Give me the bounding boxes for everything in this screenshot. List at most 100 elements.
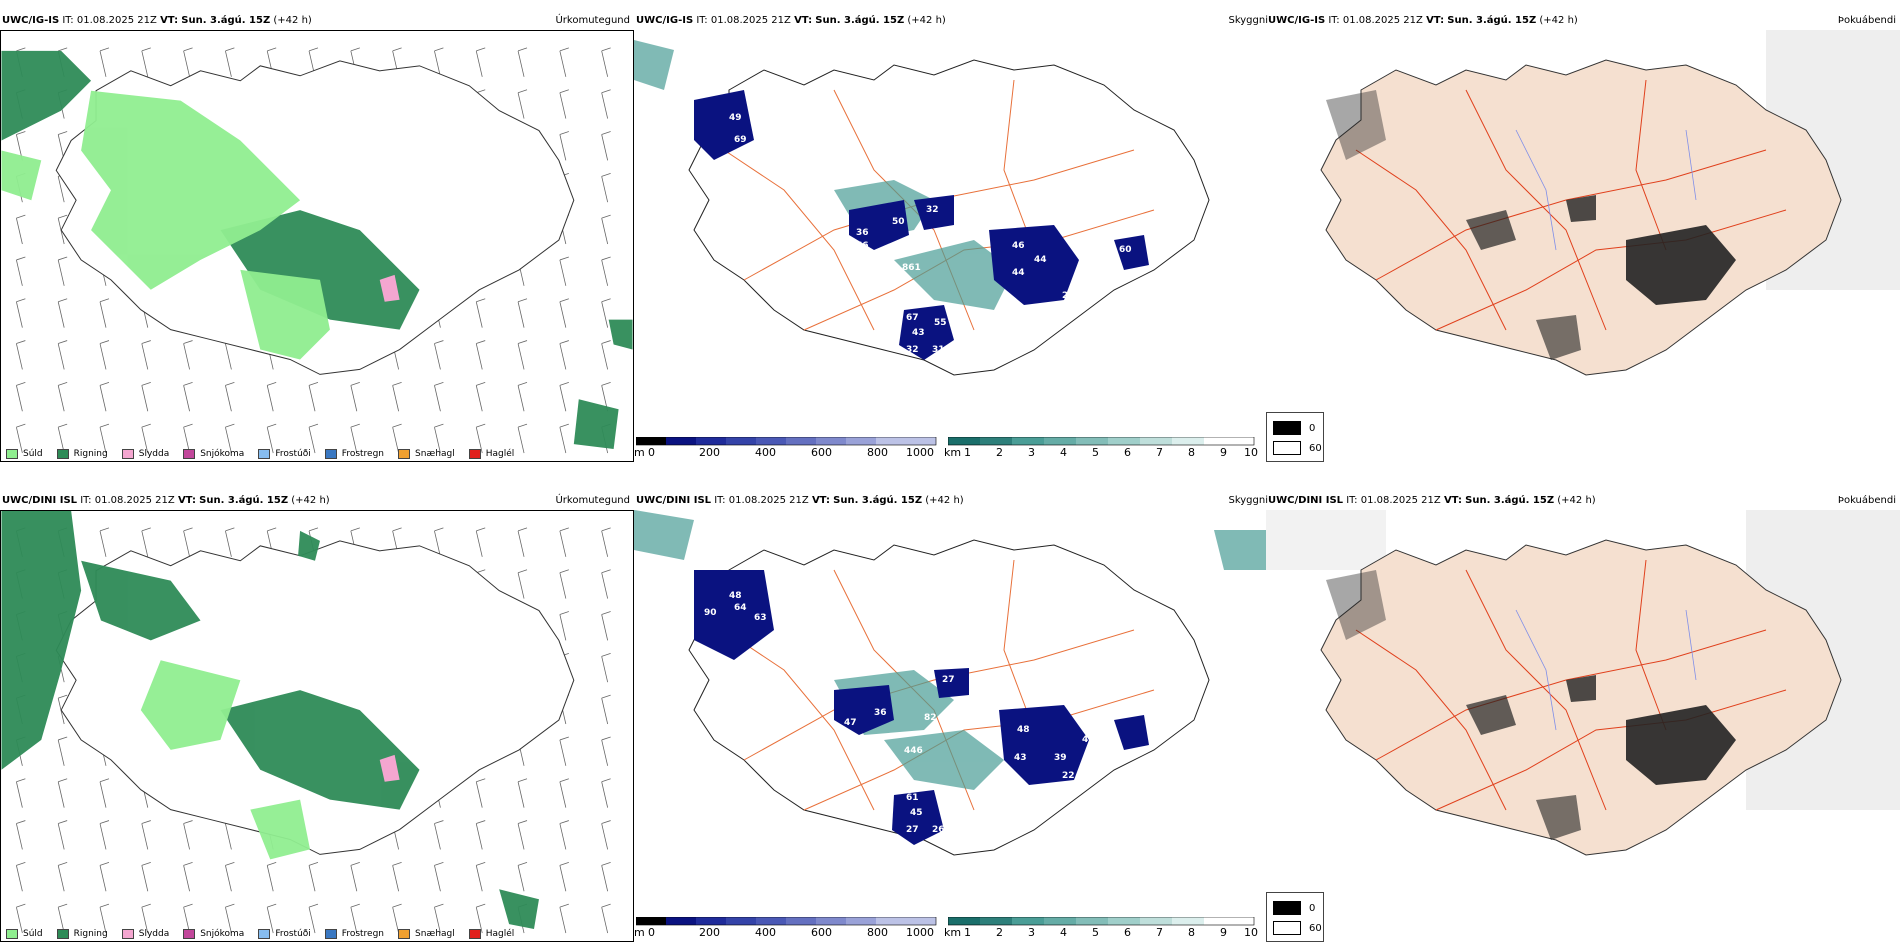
ceiling-visibility-panel-row1: UWC/IG-IS IT: 01.08.2025 21Z VT: Sun. 3.… bbox=[634, 12, 1268, 462]
rain-area bbox=[1, 50, 633, 450]
ceiling-label: 36 bbox=[874, 708, 887, 718]
wind-barb bbox=[601, 131, 611, 161]
visibility-colorbar-swatches bbox=[948, 437, 1255, 446]
wind-barb bbox=[183, 381, 193, 412]
wind-barb bbox=[559, 381, 569, 412]
ceiling-label: 66 bbox=[856, 241, 869, 251]
visibility-colorbar: km 1 2 3 4 5 6 7 8 9 10 bbox=[944, 437, 1266, 459]
visibility-tick: 9 bbox=[1220, 446, 1227, 459]
ceiling-label: 55 bbox=[934, 318, 947, 328]
ceiling-label: 44 bbox=[1012, 268, 1025, 278]
ceiling-label: 90 bbox=[704, 608, 717, 618]
panel-header: UWC/DINI ISL IT: 01.08.2025 21Z VT: Sun.… bbox=[2, 495, 330, 506]
road-network bbox=[1355, 79, 1787, 331]
wind-barb bbox=[601, 214, 611, 245]
wind-barb bbox=[434, 423, 444, 454]
ceiling-tick: 1000 bbox=[906, 926, 934, 939]
ceiling-tick: 1000 bbox=[906, 446, 934, 459]
ceiling-colorbar: m 0 200 400 600 800 1000 bbox=[634, 437, 940, 459]
wind-barb bbox=[601, 89, 611, 119]
fog-legend: 0 60 bbox=[1266, 412, 1324, 462]
wind-barb bbox=[559, 527, 569, 557]
ceiling-label: 48 bbox=[1017, 725, 1030, 735]
visibility-tick: 5 bbox=[1092, 926, 1099, 939]
wind-barb bbox=[57, 903, 68, 934]
wind-barb bbox=[601, 172, 611, 203]
wind-barb bbox=[141, 423, 151, 454]
ceiling-label: 46 bbox=[1082, 735, 1095, 745]
visibility-tick: 6 bbox=[1124, 926, 1131, 939]
wind-barb bbox=[308, 861, 319, 892]
ceiling-tick: 800 bbox=[867, 446, 888, 459]
ceiling-label: 70 bbox=[774, 743, 787, 753]
ceiling-label: 60 bbox=[999, 698, 1012, 708]
wind-barb bbox=[601, 778, 611, 808]
ceiling-label: 36 bbox=[856, 228, 869, 238]
ceiling-label: 23 bbox=[1062, 291, 1075, 301]
visibility-tick: 6 bbox=[1124, 446, 1131, 459]
wind-barb bbox=[601, 569, 611, 599]
legend-item: Súld bbox=[6, 449, 43, 459]
wind-barb bbox=[225, 861, 235, 892]
wind-barb bbox=[475, 527, 486, 557]
ceiling-labels: 49 69 72 36 66 50 32 46 44 44 23 861 67 … bbox=[729, 113, 1132, 355]
wind-barb bbox=[559, 611, 569, 641]
visibility-tick: 8 bbox=[1188, 926, 1195, 939]
wind-barb bbox=[434, 527, 444, 557]
precip-legend: Súld Rigning Slydda Snjókoma Frostúði Fr… bbox=[6, 929, 528, 939]
wind-barb bbox=[559, 131, 569, 161]
wind-barb bbox=[601, 694, 611, 725]
wind-barb bbox=[601, 47, 611, 77]
wind-barb bbox=[183, 820, 193, 850]
wind-barb bbox=[225, 423, 235, 454]
wind-barb bbox=[434, 903, 444, 934]
wind-barb bbox=[559, 820, 569, 850]
wind-barb bbox=[559, 736, 569, 766]
wind-barb bbox=[57, 778, 68, 808]
wind-barb bbox=[559, 861, 569, 892]
fog-title: Þokuábendi bbox=[1837, 15, 1896, 26]
ceiling-label: 22 bbox=[1062, 771, 1075, 781]
legend-item: Frostúði bbox=[258, 929, 311, 939]
wind-barb bbox=[266, 903, 277, 934]
wind-barb bbox=[517, 423, 528, 454]
fog-panel-row2: UWC/DINI ISL IT: 01.08.2025 21Z VT: Sun.… bbox=[1266, 492, 1900, 942]
wind-barb bbox=[517, 47, 528, 77]
wind-barb bbox=[601, 527, 611, 557]
wind-barb bbox=[475, 778, 486, 808]
ceiling-label: 44 bbox=[1034, 255, 1047, 265]
ceiling-label: 72 bbox=[759, 145, 772, 155]
wind-barb bbox=[99, 903, 110, 934]
ceiling-label: 26 bbox=[932, 825, 945, 835]
wind-barb bbox=[392, 381, 402, 412]
wind-barb bbox=[57, 861, 68, 892]
wind-barb bbox=[266, 381, 277, 412]
wind-barb bbox=[141, 527, 151, 557]
wind-barb bbox=[225, 903, 235, 934]
wind-barb bbox=[99, 778, 110, 808]
wind-barb bbox=[266, 423, 277, 454]
wind-barb bbox=[601, 256, 611, 286]
wind-barb bbox=[559, 340, 569, 370]
ceiling-label: 60 bbox=[1119, 245, 1132, 255]
panel-header: UWC/DINI ISL IT: 01.08.2025 21Z VT: Sun.… bbox=[1268, 495, 1596, 506]
fog-legend-row: 0 bbox=[1273, 901, 1315, 915]
ceiling-label: 43 bbox=[912, 328, 925, 338]
wind-barb bbox=[183, 903, 193, 934]
precip-legend: Súld Rigning Slydda Snjókoma Frostúði Fr… bbox=[6, 449, 528, 459]
wind-barb bbox=[16, 214, 26, 245]
legend-item: Rigning bbox=[56, 449, 108, 459]
legend-item: Slydda bbox=[121, 929, 169, 939]
wind-barb bbox=[434, 47, 444, 77]
wind-barb bbox=[57, 694, 68, 725]
low-ceiling-area bbox=[694, 570, 1149, 845]
legend-item: Slydda bbox=[121, 449, 169, 459]
wind-barb bbox=[99, 423, 110, 454]
wind-barb bbox=[183, 527, 193, 557]
visibility-tick: 7 bbox=[1156, 926, 1163, 939]
legend-item: Snæhagl bbox=[398, 449, 455, 459]
ceiling-tick: 400 bbox=[755, 446, 776, 459]
wind-barb bbox=[183, 47, 193, 77]
wind-barb bbox=[57, 298, 68, 328]
wind-barb bbox=[141, 820, 151, 850]
